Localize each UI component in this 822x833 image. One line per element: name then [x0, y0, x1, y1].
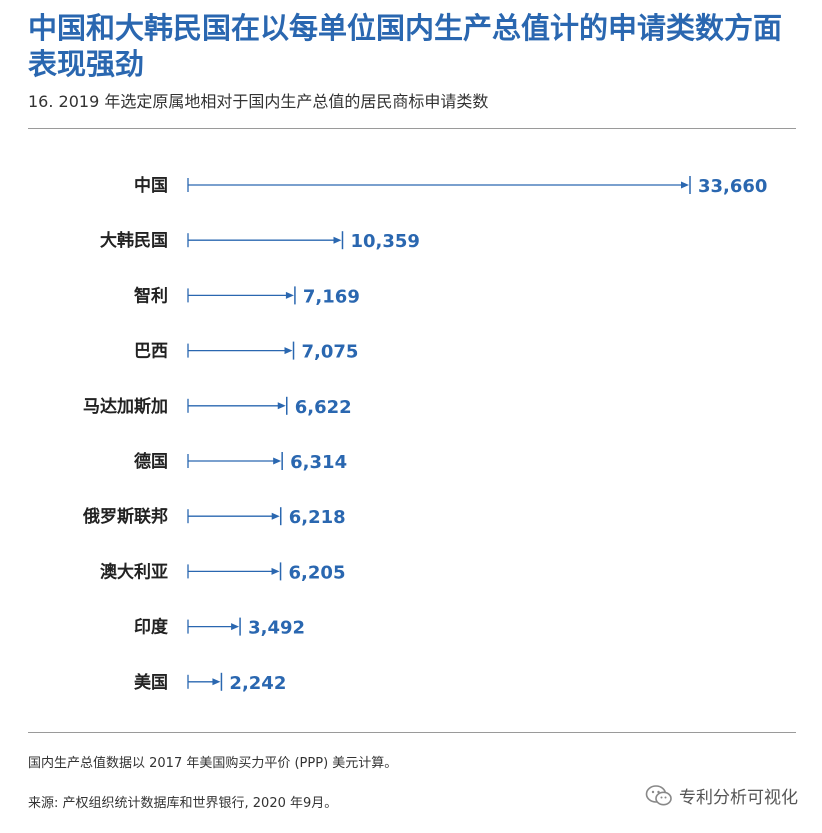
source-note: 来源: 产权组织统计数据库和世界银行, 2020 年9月。	[28, 796, 338, 811]
category-label: 大韩民国	[100, 230, 168, 251]
bar-arrowhead	[212, 678, 221, 686]
value-label: 6,205	[289, 562, 346, 583]
category-label: 智利	[134, 285, 168, 306]
category-label: 德国	[134, 451, 168, 472]
category-label: 俄罗斯联邦	[82, 506, 168, 527]
category-label: 美国	[134, 672, 168, 693]
category-label: 巴西	[134, 342, 168, 362]
bar-arrowhead	[271, 567, 280, 575]
watermark-text: 专利分析可视化	[679, 788, 798, 808]
category-label: 澳大利亚	[100, 561, 168, 582]
category-label: 中国	[134, 175, 168, 196]
value-label: 7,075	[302, 342, 359, 363]
bar-arrowhead	[285, 291, 294, 299]
arrow-bar-chart: 中国 33,660 大韩民国 10,359 智利 7,169 巴西 7,075 马达加斯加 6,6…	[82, 175, 767, 694]
value-label: 6,622	[295, 397, 352, 418]
value-label: 3,492	[248, 618, 305, 639]
category-label: 马达加斯加	[83, 396, 168, 417]
bar-arrowhead	[277, 402, 286, 410]
value-label: 10,359	[350, 231, 419, 252]
footnote: 国内生产总值数据以 2017 年美国购买力平价 (PPP) 美元计算。	[28, 756, 398, 771]
watermark: 专利分析可视化	[645, 783, 798, 808]
bar-arrowhead	[271, 512, 280, 520]
bar-arrowhead	[273, 457, 282, 465]
bar-arrowhead	[333, 236, 342, 244]
value-label: 2,242	[229, 673, 286, 694]
top-divider	[28, 128, 796, 129]
chart-title: 中国和大韩民国在以每单位国内生产总值计的申请类数方面表现强劲	[28, 11, 783, 81]
value-label: 6,314	[290, 452, 347, 473]
bar-arrowhead	[231, 623, 240, 631]
value-label: 33,660	[698, 176, 767, 197]
category-label: 印度	[134, 617, 169, 638]
bar-arrowhead	[284, 347, 293, 355]
bar-arrowhead	[681, 181, 689, 189]
bottom-divider	[28, 732, 796, 733]
value-label: 7,169	[303, 286, 360, 307]
wechat-icon	[645, 784, 672, 805]
value-label: 6,218	[289, 507, 346, 528]
chart-subtitle: 16. 2019 年选定原属地相对于国内生产总值的居民商标申请类数	[28, 92, 489, 111]
